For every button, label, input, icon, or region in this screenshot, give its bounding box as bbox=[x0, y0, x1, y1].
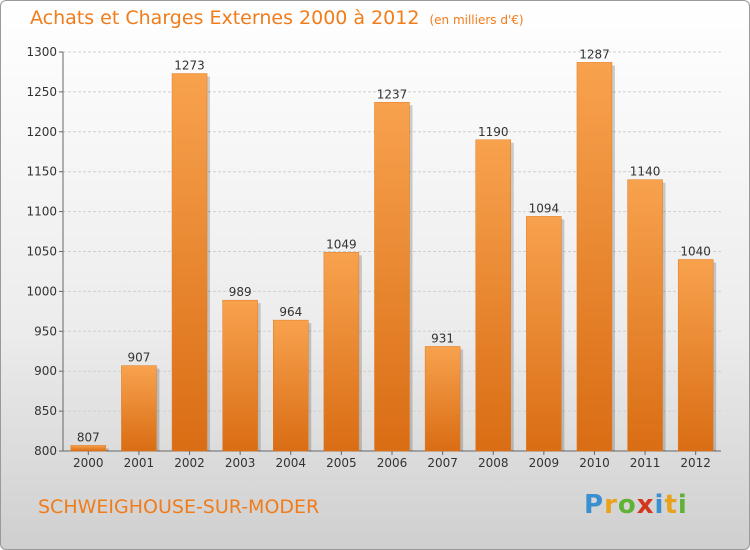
x-tick-label: 2002 bbox=[174, 456, 205, 470]
bar bbox=[576, 62, 613, 452]
bar bbox=[424, 346, 461, 452]
x-tick-label: 2004 bbox=[275, 456, 306, 470]
bar bbox=[475, 139, 511, 452]
y-tick-label: 1200 bbox=[26, 125, 57, 139]
bar bbox=[273, 319, 309, 452]
logo-letter: t bbox=[664, 490, 678, 520]
y-tick-label: 1150 bbox=[26, 165, 57, 179]
y-tick-label: 800 bbox=[34, 444, 57, 458]
data-label: 964 bbox=[279, 305, 302, 319]
y-tick-label: 900 bbox=[34, 364, 57, 378]
logo-letter: i bbox=[677, 490, 688, 520]
data-label: 1190 bbox=[478, 125, 509, 139]
bar bbox=[222, 299, 258, 452]
x-tick-label: 2007 bbox=[427, 456, 458, 470]
x-tick-label: 2001 bbox=[124, 456, 155, 470]
data-label: 1040 bbox=[680, 244, 711, 258]
x-tick-label: 2011 bbox=[630, 456, 661, 470]
y-tick-label: 1250 bbox=[26, 85, 57, 99]
proxiti-logo: Proxiti bbox=[584, 490, 688, 520]
y-tick-label: 1100 bbox=[26, 205, 57, 219]
x-tick-label: 2010 bbox=[579, 456, 610, 470]
data-label: 931 bbox=[431, 331, 454, 345]
x-tick-label: 2012 bbox=[680, 456, 711, 470]
bar-chart: 800 850 900 950 1000 1050 1100 1150 1200 1250 1300… bbox=[26, 45, 721, 470]
bar bbox=[323, 252, 360, 452]
data-label: 1287 bbox=[579, 47, 610, 61]
data-label: 907 bbox=[127, 351, 150, 365]
x-tick-label: 2003 bbox=[225, 456, 256, 470]
data-label: 1273 bbox=[174, 59, 205, 73]
data-label: 1237 bbox=[377, 87, 408, 101]
logo-letter: r bbox=[604, 490, 618, 520]
data-label: 1094 bbox=[529, 201, 560, 215]
chart-subtitle: (en milliers d'€) bbox=[429, 13, 524, 27]
bar bbox=[627, 179, 663, 452]
y-tick-label: 850 bbox=[34, 404, 57, 418]
x-tick-label: 2008 bbox=[478, 456, 509, 470]
bar bbox=[121, 365, 157, 452]
logo-letter: i bbox=[654, 490, 665, 520]
location-name: SCHWEIGHOUSE-SUR-MODER bbox=[38, 496, 320, 518]
bar bbox=[677, 259, 714, 452]
data-label: 1140 bbox=[630, 165, 661, 179]
bar bbox=[374, 102, 410, 452]
y-tick-label: 1300 bbox=[26, 45, 57, 59]
x-tick-label: 2009 bbox=[529, 456, 560, 470]
bar bbox=[171, 73, 208, 452]
y-tick-label: 1000 bbox=[26, 284, 57, 298]
logo-letter: o bbox=[617, 490, 637, 520]
x-tick-label: 2000 bbox=[73, 456, 104, 470]
data-label: 989 bbox=[229, 285, 252, 299]
bar bbox=[70, 445, 107, 452]
chart-title: Achats et Charges Externes 2000 à 2012 (e… bbox=[30, 7, 524, 29]
chart-title-text: Achats et Charges Externes 2000 à 2012 bbox=[30, 7, 420, 29]
logo-letter: x bbox=[636, 490, 655, 520]
y-tick-label: 950 bbox=[34, 324, 57, 338]
data-label: 807 bbox=[77, 430, 100, 444]
bar bbox=[526, 216, 562, 452]
x-tick-label: 2006 bbox=[377, 456, 408, 470]
y-tick-label: 1050 bbox=[26, 245, 57, 259]
data-label: 1049 bbox=[326, 237, 357, 251]
logo-letter: P bbox=[584, 490, 605, 520]
x-tick-label: 2005 bbox=[326, 456, 357, 470]
